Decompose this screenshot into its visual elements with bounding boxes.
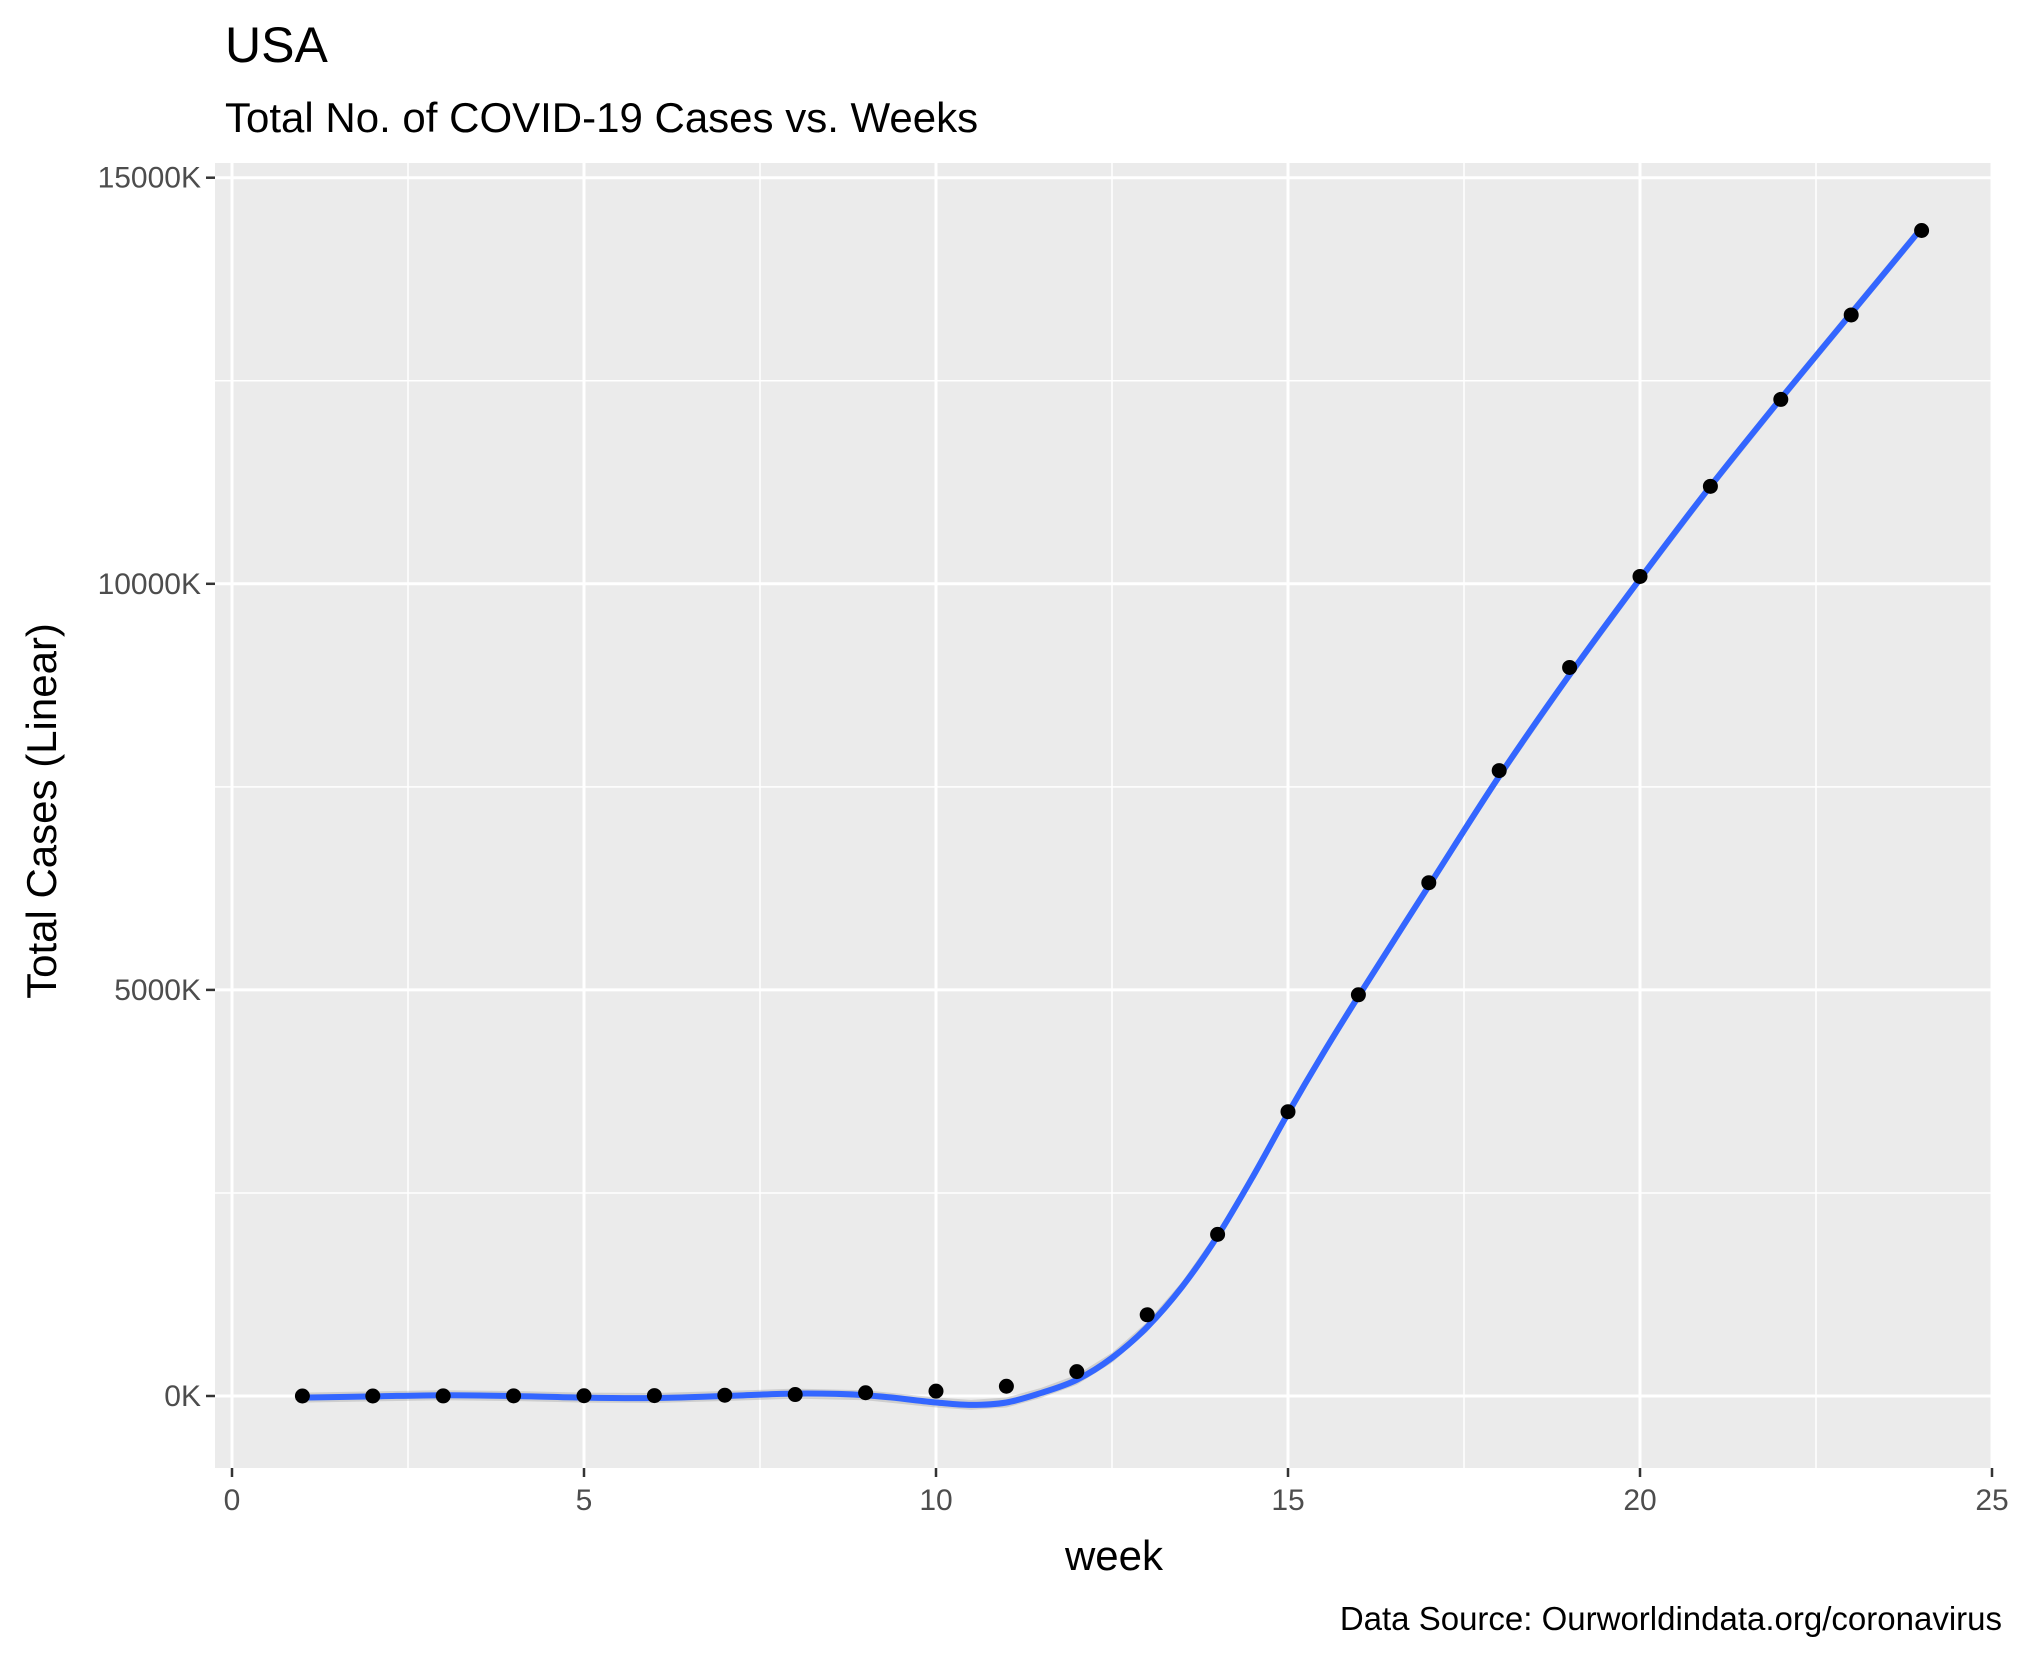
chart-subtitle: Total No. of COVID-19 Cases vs. Weeks xyxy=(225,94,978,141)
x-tick-label: 15 xyxy=(1271,1484,1304,1517)
data-point xyxy=(858,1385,874,1401)
data-point xyxy=(1773,391,1789,407)
x-tick-label: 5 xyxy=(576,1484,593,1517)
data-point xyxy=(1702,478,1718,494)
data-point xyxy=(435,1388,451,1404)
data-point xyxy=(1139,1307,1155,1323)
axis-ticks xyxy=(206,176,1994,1477)
data-point xyxy=(1069,1364,1085,1380)
x-tick-label: 25 xyxy=(1975,1484,2008,1517)
grid-minor xyxy=(215,163,1993,1468)
x-tick-label: 0 xyxy=(224,1484,241,1517)
x-tick-labels: 0 5 10 15 20 25 xyxy=(224,1484,2009,1517)
data-point xyxy=(1843,307,1859,323)
y-tick-label: 15000K xyxy=(98,162,201,195)
data-point xyxy=(787,1387,803,1403)
plot-panel xyxy=(215,163,1993,1468)
data-point xyxy=(1562,659,1578,675)
data-point xyxy=(1632,568,1648,584)
y-tick-label: 0K xyxy=(164,1380,201,1413)
data-point xyxy=(365,1388,381,1404)
y-tick-label: 10000K xyxy=(98,568,201,601)
data-point xyxy=(717,1387,733,1403)
data-point xyxy=(928,1383,944,1399)
data-point xyxy=(646,1388,662,1404)
x-axis-title: week xyxy=(1064,1532,1164,1579)
grid-major xyxy=(215,163,1994,1468)
y-tick-labels: 0K 5000K 10000K 15000K xyxy=(98,162,201,1413)
data-point xyxy=(506,1388,522,1404)
y-tick-label: 5000K xyxy=(114,974,201,1007)
data-point xyxy=(1914,222,1930,238)
chart-title: USA xyxy=(225,17,328,73)
data-point xyxy=(576,1388,592,1404)
x-tick-label: 20 xyxy=(1623,1484,1656,1517)
chart-caption: Data Source: Ourworldindata.org/coronavi… xyxy=(1340,1600,2002,1637)
data-point xyxy=(998,1378,1014,1394)
data-point xyxy=(294,1388,310,1404)
data-point xyxy=(1421,875,1437,891)
data-point xyxy=(1280,1104,1296,1120)
data-point xyxy=(1491,763,1507,779)
data-point xyxy=(1210,1226,1226,1242)
x-tick-label: 10 xyxy=(919,1484,952,1517)
data-point xyxy=(1350,987,1366,1003)
data-points xyxy=(294,222,1930,1404)
y-axis-title: Total Cases (Linear) xyxy=(18,623,65,999)
